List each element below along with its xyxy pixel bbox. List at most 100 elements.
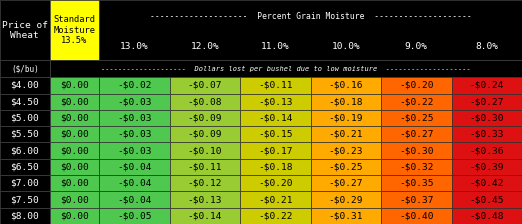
Text: -$0.48: -$0.48	[469, 211, 504, 220]
Bar	[99, 0, 522, 60]
Text: -$0.45: -$0.45	[469, 195, 504, 204]
Bar	[99, 126, 170, 142]
Text: $5.50: $5.50	[10, 130, 39, 139]
Text: -$0.09: -$0.09	[187, 130, 222, 139]
Text: -$0.11: -$0.11	[258, 81, 293, 90]
Bar	[381, 159, 452, 175]
Bar	[99, 94, 170, 110]
Text: $6.50: $6.50	[10, 162, 39, 171]
Text: -$0.35: -$0.35	[399, 179, 434, 188]
Text: -$0.37: -$0.37	[399, 195, 434, 204]
Text: 8.0%: 8.0%	[475, 42, 499, 51]
Text: -$0.03: -$0.03	[117, 97, 152, 106]
Bar	[170, 110, 240, 126]
Bar	[240, 175, 311, 191]
Bar	[240, 94, 311, 110]
Bar	[311, 175, 381, 191]
Text: -$0.15: -$0.15	[258, 130, 293, 139]
Text: -$0.20: -$0.20	[399, 81, 434, 90]
Text: -$0.21: -$0.21	[258, 195, 293, 204]
Text: 13.0%: 13.0%	[120, 42, 149, 51]
Bar	[381, 175, 452, 191]
Bar	[99, 77, 170, 94]
Text: -$0.03: -$0.03	[117, 130, 152, 139]
Bar	[0, 126, 50, 142]
Bar	[240, 159, 311, 175]
Bar	[0, 208, 50, 224]
Text: -$0.04: -$0.04	[117, 195, 152, 204]
Text: $0.00: $0.00	[60, 195, 89, 204]
Text: -$0.22: -$0.22	[258, 211, 293, 220]
Text: Standard
Moisture
13.5%: Standard Moisture 13.5%	[53, 15, 96, 45]
Bar	[170, 191, 240, 208]
Text: -$0.14: -$0.14	[187, 211, 222, 220]
Bar	[381, 126, 452, 142]
Bar	[452, 191, 522, 208]
Bar	[99, 110, 170, 126]
Bar	[240, 126, 311, 142]
Bar	[99, 191, 170, 208]
Text: --------------------  Dollars lost per bushel due to low moisture  -------------: -------------------- Dollars lost per bu…	[101, 66, 471, 72]
Bar	[0, 60, 50, 77]
Text: -$0.24: -$0.24	[469, 81, 504, 90]
Bar	[311, 77, 381, 94]
Bar	[0, 175, 50, 191]
Bar	[452, 77, 522, 94]
Text: -$0.30: -$0.30	[469, 114, 504, 123]
Text: -$0.40: -$0.40	[399, 211, 434, 220]
Bar	[99, 208, 170, 224]
Text: 12.0%: 12.0%	[191, 42, 219, 51]
Text: -$0.13: -$0.13	[187, 195, 222, 204]
Bar	[99, 142, 170, 159]
Bar	[452, 126, 522, 142]
Bar	[0, 77, 50, 94]
Bar	[452, 208, 522, 224]
Text: $0.00: $0.00	[60, 179, 89, 188]
Bar	[240, 191, 311, 208]
Text: -$0.31: -$0.31	[328, 211, 363, 220]
Bar	[50, 0, 99, 60]
Bar	[311, 159, 381, 175]
Text: $4.50: $4.50	[10, 97, 39, 106]
Text: (\$/bu): (\$/bu)	[11, 64, 39, 73]
Text: Price of
Wheat: Price of Wheat	[2, 21, 48, 40]
Text: -$0.05: -$0.05	[117, 211, 152, 220]
Text: -$0.20: -$0.20	[258, 179, 293, 188]
Text: -$0.03: -$0.03	[117, 146, 152, 155]
Bar	[50, 175, 99, 191]
Bar	[170, 159, 240, 175]
Bar	[240, 77, 311, 94]
Text: $5.00: $5.00	[10, 114, 39, 123]
Text: $0.00: $0.00	[60, 130, 89, 139]
Text: -$0.08: -$0.08	[187, 97, 222, 106]
Text: 11.0%: 11.0%	[261, 42, 290, 51]
Text: -$0.14: -$0.14	[258, 114, 293, 123]
Bar	[311, 126, 381, 142]
Text: -$0.18: -$0.18	[328, 97, 363, 106]
Bar	[50, 191, 99, 208]
Bar	[50, 126, 99, 142]
Bar	[311, 110, 381, 126]
Text: -$0.13: -$0.13	[258, 97, 293, 106]
Text: -$0.27: -$0.27	[328, 179, 363, 188]
Bar	[0, 0, 50, 60]
Bar	[311, 94, 381, 110]
Bar	[381, 94, 452, 110]
Text: --------------------  Percent Grain Moisture  --------------------: -------------------- Percent Grain Moist…	[150, 12, 471, 21]
Bar	[311, 142, 381, 159]
Bar	[0, 191, 50, 208]
Bar	[452, 110, 522, 126]
Bar	[0, 142, 50, 159]
Bar	[99, 175, 170, 191]
Bar	[170, 94, 240, 110]
Text: -$0.27: -$0.27	[399, 130, 434, 139]
Text: -$0.19: -$0.19	[328, 114, 363, 123]
Text: -$0.07: -$0.07	[187, 81, 222, 90]
Bar	[452, 175, 522, 191]
Bar	[50, 142, 99, 159]
Bar	[381, 191, 452, 208]
Bar	[170, 175, 240, 191]
Text: $8.00: $8.00	[10, 211, 39, 220]
Text: -$0.18: -$0.18	[258, 162, 293, 171]
Text: $0.00: $0.00	[60, 162, 89, 171]
